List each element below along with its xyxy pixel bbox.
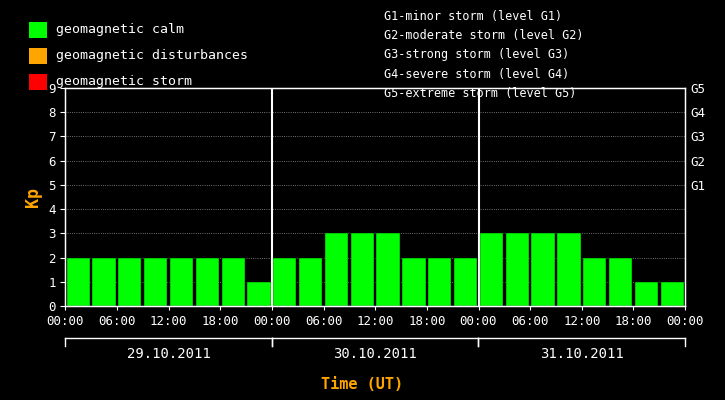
Text: 30.10.2011: 30.10.2011	[334, 347, 417, 361]
Bar	[402, 258, 426, 306]
Bar	[454, 258, 477, 306]
Text: geomagnetic storm: geomagnetic storm	[56, 76, 192, 88]
Text: G1-minor storm (level G1): G1-minor storm (level G1)	[384, 10, 563, 23]
Y-axis label: Kp: Kp	[25, 187, 43, 207]
Text: geomagnetic disturbances: geomagnetic disturbances	[56, 50, 248, 62]
Bar	[118, 258, 141, 306]
Bar	[299, 258, 322, 306]
Bar	[67, 258, 90, 306]
Bar	[376, 233, 399, 306]
Bar	[351, 233, 374, 306]
Text: Time (UT): Time (UT)	[321, 377, 404, 392]
Bar	[609, 258, 632, 306]
Bar	[325, 233, 348, 306]
Bar	[247, 282, 270, 306]
Bar	[531, 233, 555, 306]
Text: G4-severe storm (level G4): G4-severe storm (level G4)	[384, 68, 570, 81]
Bar	[196, 258, 219, 306]
Bar	[222, 258, 245, 306]
Bar	[428, 258, 452, 306]
Text: G3-strong storm (level G3): G3-strong storm (level G3)	[384, 48, 570, 61]
Bar	[273, 258, 297, 306]
Bar	[558, 233, 581, 306]
Bar	[583, 258, 606, 306]
Bar	[505, 233, 529, 306]
Text: geomagnetic calm: geomagnetic calm	[56, 24, 184, 36]
Bar	[144, 258, 167, 306]
Bar	[170, 258, 193, 306]
Text: G5-extreme storm (level G5): G5-extreme storm (level G5)	[384, 87, 576, 100]
Bar	[635, 282, 658, 306]
Text: G2-moderate storm (level G2): G2-moderate storm (level G2)	[384, 29, 584, 42]
Text: 31.10.2011: 31.10.2011	[540, 347, 624, 361]
Bar	[480, 233, 503, 306]
Text: 29.10.2011: 29.10.2011	[127, 347, 210, 361]
Bar	[660, 282, 684, 306]
Bar	[92, 258, 115, 306]
